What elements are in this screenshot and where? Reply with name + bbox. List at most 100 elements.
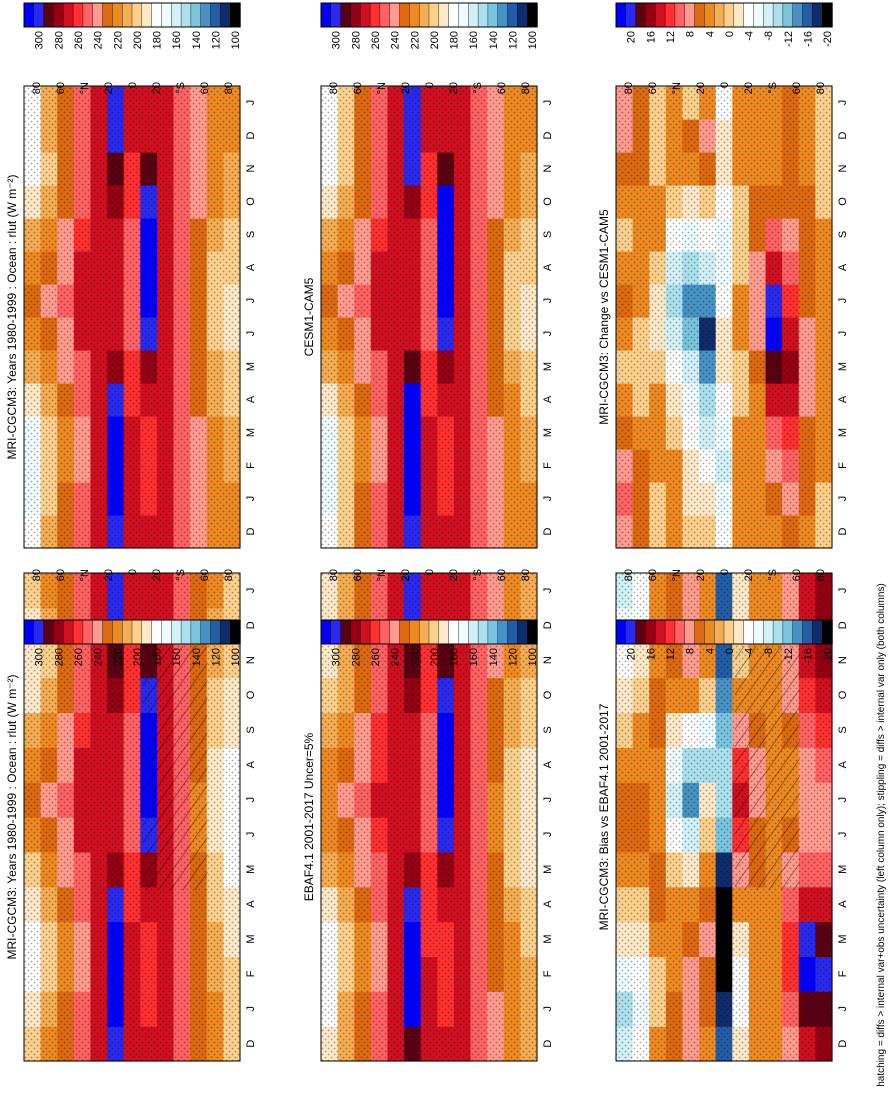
x-tick-label: F: [837, 462, 849, 469]
colorbar-swatch: [468, 2, 479, 28]
colorbar-swatch: [517, 2, 528, 28]
colorbar-tick-label: 200: [132, 31, 144, 49]
colorbar-tick-label: 260: [370, 31, 382, 49]
colorbar-swatch: [743, 619, 755, 645]
y-tick-label: °N: [376, 82, 388, 94]
colorbar-tick-label: 4: [704, 648, 716, 654]
x-tick-label: M: [837, 362, 849, 371]
colorbar-frame: [23, 2, 241, 28]
colorbar-swatch: [448, 2, 460, 28]
colorbar-tick-label: 120: [211, 31, 223, 49]
x-tick-label: S: [245, 726, 257, 733]
x-tick-label: N: [542, 656, 554, 664]
x-tick-label: J: [542, 496, 554, 502]
plot-frame: [320, 85, 538, 549]
x-tick-label: M: [542, 362, 554, 371]
colorbar-swatch: [438, 619, 450, 645]
colorbar-tick-label: 4: [704, 31, 716, 37]
colorbar-tick-label: 200: [132, 648, 144, 666]
colorbar-tick-label: 100: [230, 648, 242, 666]
colorbar-swatch: [763, 2, 774, 28]
y-tick-label: 20: [743, 82, 755, 94]
plot-frame: [615, 85, 833, 549]
y-tick-label: 60: [791, 82, 803, 94]
colorbar-tick-label: 300: [331, 31, 343, 49]
colorbar-swatch: [72, 2, 84, 28]
x-tick-label: F: [245, 970, 257, 977]
x-tick-label: D: [245, 131, 257, 139]
colorbar-swatch: [409, 619, 420, 645]
x-tick-label: J: [542, 797, 554, 803]
colorbar-swatch: [507, 619, 519, 645]
panel-title: MRI-CGCM3: Years 1980-1999 : Ocean : rlu…: [5, 174, 19, 459]
colorbar-tick-label: 140: [191, 648, 203, 666]
colorbar-swatch: [655, 2, 666, 28]
colorbar-swatch: [753, 619, 764, 645]
colorbar-swatch: [782, 619, 794, 645]
colorbar-tick-label: 180: [152, 648, 164, 666]
y-tick-label: 20: [103, 82, 115, 94]
x-tick-label: F: [245, 462, 257, 469]
x-tick-label: O: [245, 690, 257, 699]
x-tick-label: F: [837, 970, 849, 977]
colorbar-swatch: [340, 2, 352, 28]
colorbar-swatch: [812, 2, 823, 28]
colorbar-tick-label: 280: [350, 31, 362, 49]
x-tick-label: M: [245, 934, 257, 943]
colorbar-tick-label: 240: [390, 648, 402, 666]
colorbar-tick-label: 100: [527, 31, 539, 49]
colorbar-swatch: [802, 2, 814, 28]
y-tick-label: °N: [671, 82, 683, 94]
x-tick-label: A: [837, 900, 849, 908]
colorbar-tick-label: 120: [211, 648, 223, 666]
colorbar-frame: [615, 619, 833, 645]
colorbar-swatch: [151, 2, 163, 28]
colorbar-swatch: [360, 2, 371, 28]
x-tick-label: J: [837, 298, 849, 304]
colorbar-swatch: [448, 619, 460, 645]
colorbar-swatch: [753, 2, 764, 28]
panel-6: MRI-CGCM3: Change vs CESM1-CAM5 D J F M A M J J A…: [597, 2, 849, 549]
colorbar-tick-label: -12: [783, 648, 795, 664]
x-tick-label: J: [245, 832, 257, 838]
colorbar-tick-label: 200: [429, 648, 441, 666]
y-tick-label: 60: [496, 569, 508, 581]
x-tick-label: M: [245, 428, 257, 437]
panel-1: MRI-CGCM3: Years 1980-1999 : Ocean : rlu…: [5, 569, 257, 1062]
colorbar-tick-label: 16: [645, 648, 657, 660]
y-tick-label: 60: [791, 569, 803, 581]
colorbar-swatch: [713, 619, 725, 645]
colorbar-swatch: [320, 619, 332, 645]
colorbar-swatch: [438, 2, 450, 28]
x-tick-label: J: [837, 100, 849, 106]
y-tick-label: 20: [151, 569, 163, 581]
x-tick-label: M: [245, 362, 257, 371]
colorbar-swatch: [131, 619, 143, 645]
x-tick-label: S: [837, 231, 849, 238]
stipple-overlay: [321, 86, 537, 548]
x-tick-label: J: [245, 496, 257, 502]
colorbar-swatch: [389, 2, 401, 28]
x-tick-label: J: [542, 1006, 554, 1012]
hatch-overlay: [734, 646, 800, 891]
y-tick-label: 0: [424, 569, 436, 575]
panel-title: MRI-CGCM3: Years 1980-1999 : Ocean : rlu…: [5, 674, 19, 959]
y-tick-label: 80: [623, 82, 635, 94]
x-tick-label: J: [542, 100, 554, 106]
colorbar-tick-label: 280: [53, 648, 65, 666]
colorbar-swatch: [645, 619, 656, 645]
colorbar-swatch: [360, 619, 371, 645]
colorbar-swatch: [229, 619, 241, 645]
colorbar-tick-label: 280: [350, 648, 362, 666]
colorbar-swatch: [102, 619, 114, 645]
colorbar-frame: [320, 619, 538, 645]
colorbar-tick-label: 260: [73, 31, 85, 49]
x-tick-label: A: [245, 900, 257, 908]
x-tick-label: A: [245, 263, 257, 271]
colorbar-swatch: [487, 2, 499, 28]
colorbar-swatch: [664, 619, 676, 645]
colorbar-swatch: [121, 619, 133, 645]
y-tick-label: °N: [79, 569, 91, 581]
colorbar-swatch: [53, 2, 64, 28]
